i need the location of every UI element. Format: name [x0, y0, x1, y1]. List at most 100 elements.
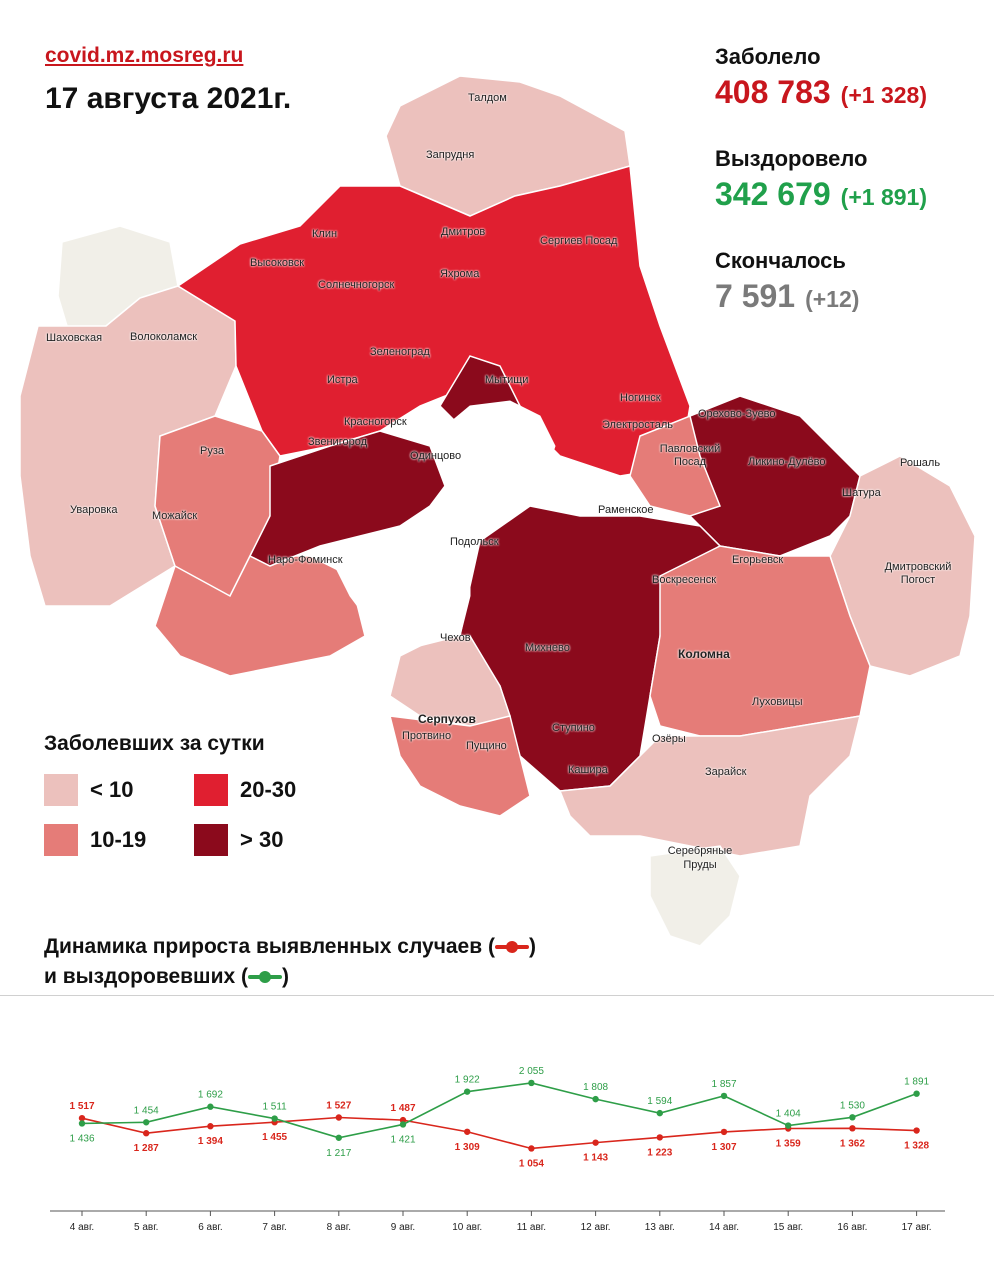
map-label-pavlovsky-posad: Павловский Посад — [659, 443, 721, 468]
infected-data-label: 1 517 — [69, 1101, 94, 1112]
source-link[interactable]: covid.mz.mosreg.ru — [45, 44, 244, 67]
infected-data-label: 1 359 — [776, 1139, 801, 1150]
map-label-uvarovka: Уваровка — [70, 504, 118, 516]
recovered-point — [592, 1095, 599, 1103]
recovered-point — [849, 1114, 856, 1121]
infected-data-label: 1 328 — [904, 1141, 929, 1152]
recovered-point — [720, 1092, 728, 1100]
recovered-series-line — [81, 1082, 917, 1139]
map-label-zvenigorod: Звенигород — [308, 436, 368, 448]
x-tick-label: 5 авг. — [134, 1222, 158, 1233]
moscow-city-hole — [434, 400, 556, 502]
map-label-kolomna: Коломна — [678, 647, 730, 661]
x-tick-label: 13 авг. — [645, 1222, 675, 1233]
stat-infected: Заболело 408 783 (+1 328) — [715, 44, 985, 146]
dynamics-chart-svg: 4 авг. 5 авг. 6 авг. 7 авг. 8 авг. 9 авг. 10 а… — [50, 1066, 945, 1233]
recovered-point — [143, 1119, 150, 1126]
map-label-yakhroma: Яхрома — [440, 268, 480, 280]
region-kashira-lt10 — [558, 715, 862, 857]
map-label-dmitrov: Дмитров — [441, 226, 486, 238]
map-label-kashira: Кашира — [568, 764, 608, 776]
infected-data-label: 1 054 — [519, 1158, 544, 1169]
infected-point — [464, 1128, 471, 1135]
region-shatura-lt10 — [829, 455, 976, 677]
recovered-data-label: 1 530 — [840, 1100, 865, 1111]
region-serebryanye-nodata — [649, 845, 741, 947]
infected-point — [207, 1123, 214, 1130]
recovered-point — [785, 1122, 792, 1129]
map-label-serpukhov: Серпухов — [418, 712, 476, 726]
map-label-likino-dulevo: Ликино-Дулёво — [748, 456, 826, 468]
map-label-volokolamsk: Волоколамск — [130, 331, 198, 343]
recovered-point — [528, 1079, 535, 1087]
stat-recovered-total: 342 679 — [715, 176, 831, 212]
map-label-odintsovo: Одинцово — [410, 450, 462, 462]
legend-swatch — [194, 824, 228, 856]
x-tick-label: 16 авг. — [837, 1222, 867, 1233]
map-label-elektrostal: Электросталь — [602, 419, 673, 431]
x-tick-label: 17 авг. — [902, 1222, 932, 1233]
recovered-data-label: 1 217 — [326, 1148, 351, 1159]
x-tick-label: 11 авг. — [517, 1222, 546, 1233]
recovered-point — [656, 1109, 663, 1117]
x-tick-label: 7 авг. — [262, 1222, 286, 1233]
legend-label: < 10 — [90, 777, 134, 802]
stats-panel: Заболело 408 783 (+1 328) Выздоровело 34… — [715, 44, 985, 350]
infected-data-label: 1 362 — [840, 1138, 865, 1149]
stat-died-total: 7 591 — [715, 278, 796, 314]
map-label-protvino: Протвино — [402, 730, 452, 742]
map-label-zaraysk: Зарайск — [705, 766, 747, 778]
map-label-ozyory: Озёры — [652, 733, 686, 745]
stat-infected-total: 408 783 — [715, 74, 831, 110]
report-date: 17 августа 2021г. — [45, 82, 292, 115]
map-label-mozhaysk: Можайск — [152, 510, 198, 522]
recovered-data-label: 1 436 — [69, 1133, 94, 1144]
recovered-marker-icon — [247, 970, 282, 984]
stat-recovered-label: Выздоровело — [715, 146, 868, 171]
infected-data-label: 1 394 — [198, 1136, 223, 1147]
chart-divider — [0, 995, 994, 996]
map-label-taldom: Талдом — [468, 92, 507, 104]
infected-data-label: 1 287 — [134, 1143, 159, 1154]
chart-title: Динамика прироста выявленных случаев () … — [44, 932, 536, 992]
chart-title-line2: и выздоровевших () — [44, 965, 289, 988]
legend-label: 10-19 — [90, 827, 147, 852]
infected-point — [720, 1128, 728, 1136]
map-label-zelenograd: Зеленоград — [370, 346, 430, 358]
map-label-ruza: Руза — [200, 445, 224, 457]
stat-infected-delta: (+1 328) — [840, 82, 927, 108]
x-tick-label: 6 авг. — [198, 1222, 222, 1233]
map-label-egoryevsk: Егорьевск — [732, 554, 784, 566]
map-label-orekhovo-zuevo: Орехово-Зуево — [698, 408, 776, 420]
recovered-data-label: 1 922 — [455, 1075, 480, 1086]
x-tick-label: 8 авг. — [327, 1222, 351, 1233]
recovered-point — [335, 1134, 342, 1141]
legend-label: 20-30 — [240, 777, 297, 802]
recovered-data-label: 1 857 — [711, 1079, 736, 1090]
recovered-point — [464, 1088, 471, 1095]
map-label-dmitrovsky-pogost: Дмитровский Погост — [884, 561, 952, 586]
infected-point — [528, 1145, 535, 1152]
legend-grid: < 10 20-30 10-19 > 30 — [44, 774, 364, 856]
map-label-voskresensk: Воскресенск — [652, 574, 717, 586]
map-label-istra: Истра — [327, 374, 358, 386]
chart-title-line1: Динамика прироста выявленных случаев () — [44, 935, 536, 958]
infected-data-label: 1 309 — [455, 1142, 480, 1153]
infected-point — [849, 1125, 856, 1132]
infected-series-line — [81, 1116, 917, 1150]
recovered-point — [271, 1115, 278, 1122]
region-naro-fominsk-10-19 — [154, 555, 366, 677]
map-label-mikhnevo: Михнево — [525, 642, 570, 654]
map-label-shatura: Шатура — [842, 487, 881, 499]
region-odintsovo-gt30 — [248, 430, 446, 567]
map-label-noginsk: Ногинск — [620, 392, 661, 404]
x-tick-label: 4 авг. — [70, 1222, 94, 1233]
map-label-roshal: Рошаль — [900, 457, 941, 469]
region-serpukhov-10-19 — [389, 715, 531, 817]
legend-item-lt10: < 10 — [44, 774, 194, 806]
x-tick-label: 15 авг. — [773, 1222, 803, 1233]
infected-point — [335, 1114, 342, 1121]
stat-died-delta: (+12) — [805, 286, 860, 312]
map-label-sergiev-posad: Сергиев Посад — [540, 235, 618, 247]
stat-infected-label: Заболело — [715, 44, 821, 69]
